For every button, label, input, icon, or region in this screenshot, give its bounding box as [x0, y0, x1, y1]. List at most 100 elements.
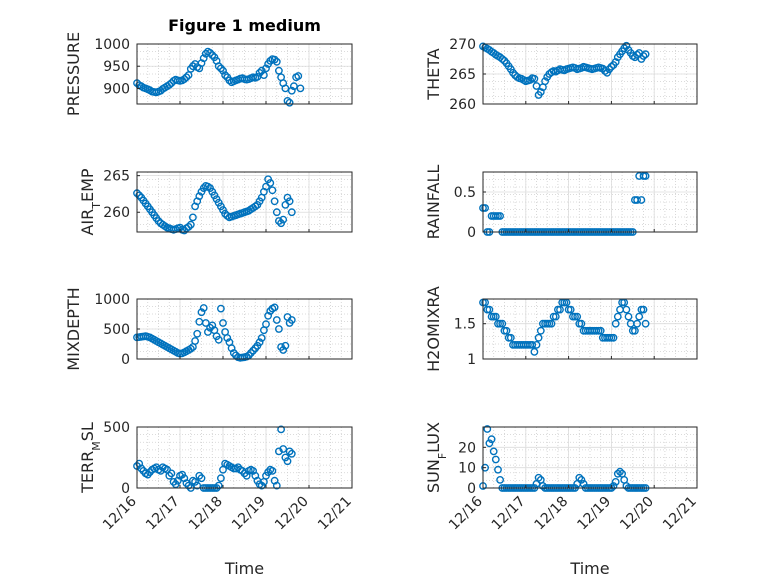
data-point: [214, 481, 223, 490]
data-point: [270, 55, 279, 64]
data-point: [188, 213, 197, 222]
data-point: [498, 319, 507, 328]
data-point: [272, 481, 281, 490]
data-point: [184, 222, 193, 231]
data-point: [506, 333, 515, 342]
y-tick-label: 1000: [94, 292, 130, 308]
axes-right-3: 1 1.5 H2OMIXRA: [424, 286, 698, 372]
y-tick-label: 0: [467, 225, 476, 241]
y-tick-label: 260: [449, 97, 476, 113]
data-point: [182, 73, 191, 82]
data-point: [268, 466, 277, 475]
data-point: [601, 67, 609, 75]
data-point: [579, 479, 588, 488]
y-tick-label: 0: [467, 481, 476, 497]
data-point: [534, 473, 543, 482]
data-point: [216, 474, 225, 483]
x-tick-label: 12/18: [532, 494, 572, 534]
axes-right-2: 0 0.5 RAINFALL: [424, 165, 698, 241]
data-point: [641, 172, 650, 180]
data-point: [180, 75, 189, 84]
data-point: [199, 304, 208, 312]
data-point: [498, 55, 507, 63]
data-point: [186, 344, 195, 353]
data-point: [197, 474, 206, 483]
data-point: [262, 320, 270, 329]
data-point: [622, 305, 631, 314]
axes-left-3: 0 500 1000 MIXDEPTH: [64, 287, 353, 371]
data-point: [283, 457, 292, 466]
data-point: [483, 425, 492, 433]
data-point: [633, 196, 641, 204]
data-point: [573, 312, 582, 321]
data-point: [197, 308, 206, 317]
grid: [483, 427, 697, 488]
data-point: [481, 204, 489, 212]
data-point: [193, 481, 202, 490]
data-point: [281, 84, 290, 93]
grid: [137, 44, 352, 104]
y-tick-label: 500: [103, 322, 130, 338]
data-point: [530, 74, 539, 83]
y-axis-label: PRESSURE: [64, 32, 83, 116]
data-point: [635, 312, 644, 321]
x-tick-label: 12/16: [100, 493, 140, 533]
x-axis-label: Time: [569, 559, 609, 578]
x-tick-label: 12/17: [143, 494, 183, 534]
data-point: [534, 333, 543, 342]
data-point: [489, 447, 498, 456]
data-point: [262, 64, 270, 73]
grid: [483, 172, 697, 232]
y-axis-label: H2OMIXRA: [424, 286, 443, 372]
data-point: [219, 66, 227, 75]
data-point: [502, 326, 511, 335]
data-point: [637, 196, 646, 204]
x-tick-label: 12/20: [617, 494, 657, 534]
data-point: [221, 71, 230, 80]
data-point: [279, 346, 288, 354]
data-point: [532, 340, 541, 349]
data-point: [255, 69, 264, 77]
data-point: [547, 319, 556, 328]
y-axis-label: MIXDEPTH: [64, 287, 83, 370]
data-point: [609, 482, 618, 490]
data-point: [481, 463, 489, 472]
data-point: [541, 77, 549, 86]
y-tick-label: 270: [449, 37, 476, 53]
y-tick-label: 0.5: [454, 185, 476, 201]
axes-box: [136, 426, 353, 489]
y-axis-label: TERRMSL: [78, 422, 103, 494]
data-point: [167, 469, 176, 478]
data-point: [613, 469, 622, 478]
data-point: [289, 82, 298, 91]
data-point: [607, 62, 616, 71]
x-tick-label: 12/19: [574, 494, 614, 534]
y-axis-label: SUNFLUX: [424, 422, 449, 493]
x-tick-label: 12/19: [229, 494, 269, 534]
data-point: [285, 197, 294, 206]
x-tick-label: 12/21: [660, 494, 700, 534]
y-tick-label: 1: [467, 352, 476, 368]
data-point: [279, 215, 288, 224]
data-point: [639, 305, 648, 314]
data-point: [266, 179, 275, 187]
axes-right-1: 260 265 270 THETA: [424, 37, 698, 113]
data-point: [285, 98, 294, 107]
data-point: [485, 305, 494, 314]
data-point: [193, 329, 202, 338]
data-point: [551, 312, 560, 321]
axes-left-1: 900 950 1000 PRESSURE Figure 1 medium: [64, 16, 353, 116]
y-tick-label: 265: [103, 169, 130, 185]
data-point: [491, 312, 500, 321]
data-point: [223, 334, 232, 342]
data-point: [596, 326, 605, 335]
data-point: [491, 455, 500, 464]
data-point: [496, 475, 504, 484]
data-point: [287, 449, 296, 458]
data-point: [613, 312, 622, 321]
data-point: [536, 326, 545, 335]
data-point: [272, 208, 281, 217]
data-point: [294, 72, 303, 80]
